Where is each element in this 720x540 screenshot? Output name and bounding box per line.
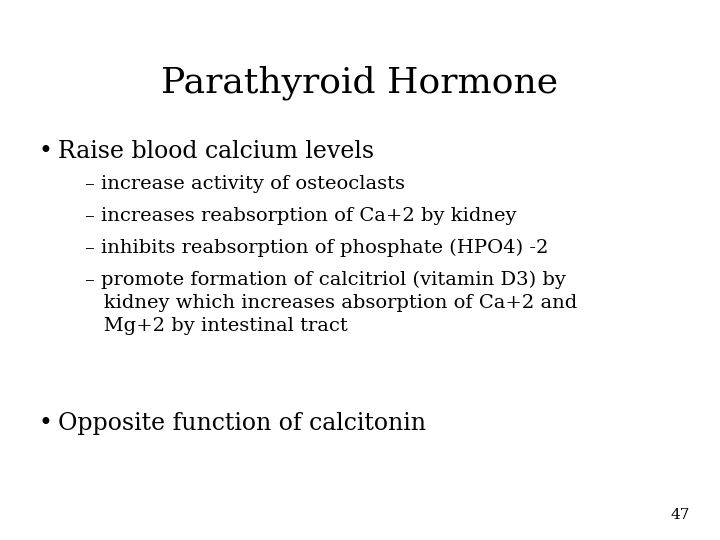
Text: 47: 47 xyxy=(670,508,690,522)
Text: Raise blood calcium levels: Raise blood calcium levels xyxy=(58,140,374,163)
Text: – increase activity of osteoclasts: – increase activity of osteoclasts xyxy=(85,175,405,193)
Text: Parathyroid Hormone: Parathyroid Hormone xyxy=(161,65,559,99)
Text: Opposite function of calcitonin: Opposite function of calcitonin xyxy=(58,412,426,435)
Text: •: • xyxy=(38,412,52,435)
Text: – increases reabsorption of Ca+2 by kidney: – increases reabsorption of Ca+2 by kidn… xyxy=(85,207,516,225)
Text: – inhibits reabsorption of phosphate (HPO4) -2: – inhibits reabsorption of phosphate (HP… xyxy=(85,239,549,257)
Text: – promote formation of calcitriol (vitamin D3) by
   kidney which increases abso: – promote formation of calcitriol (vitam… xyxy=(85,271,577,335)
Text: •: • xyxy=(38,140,52,163)
